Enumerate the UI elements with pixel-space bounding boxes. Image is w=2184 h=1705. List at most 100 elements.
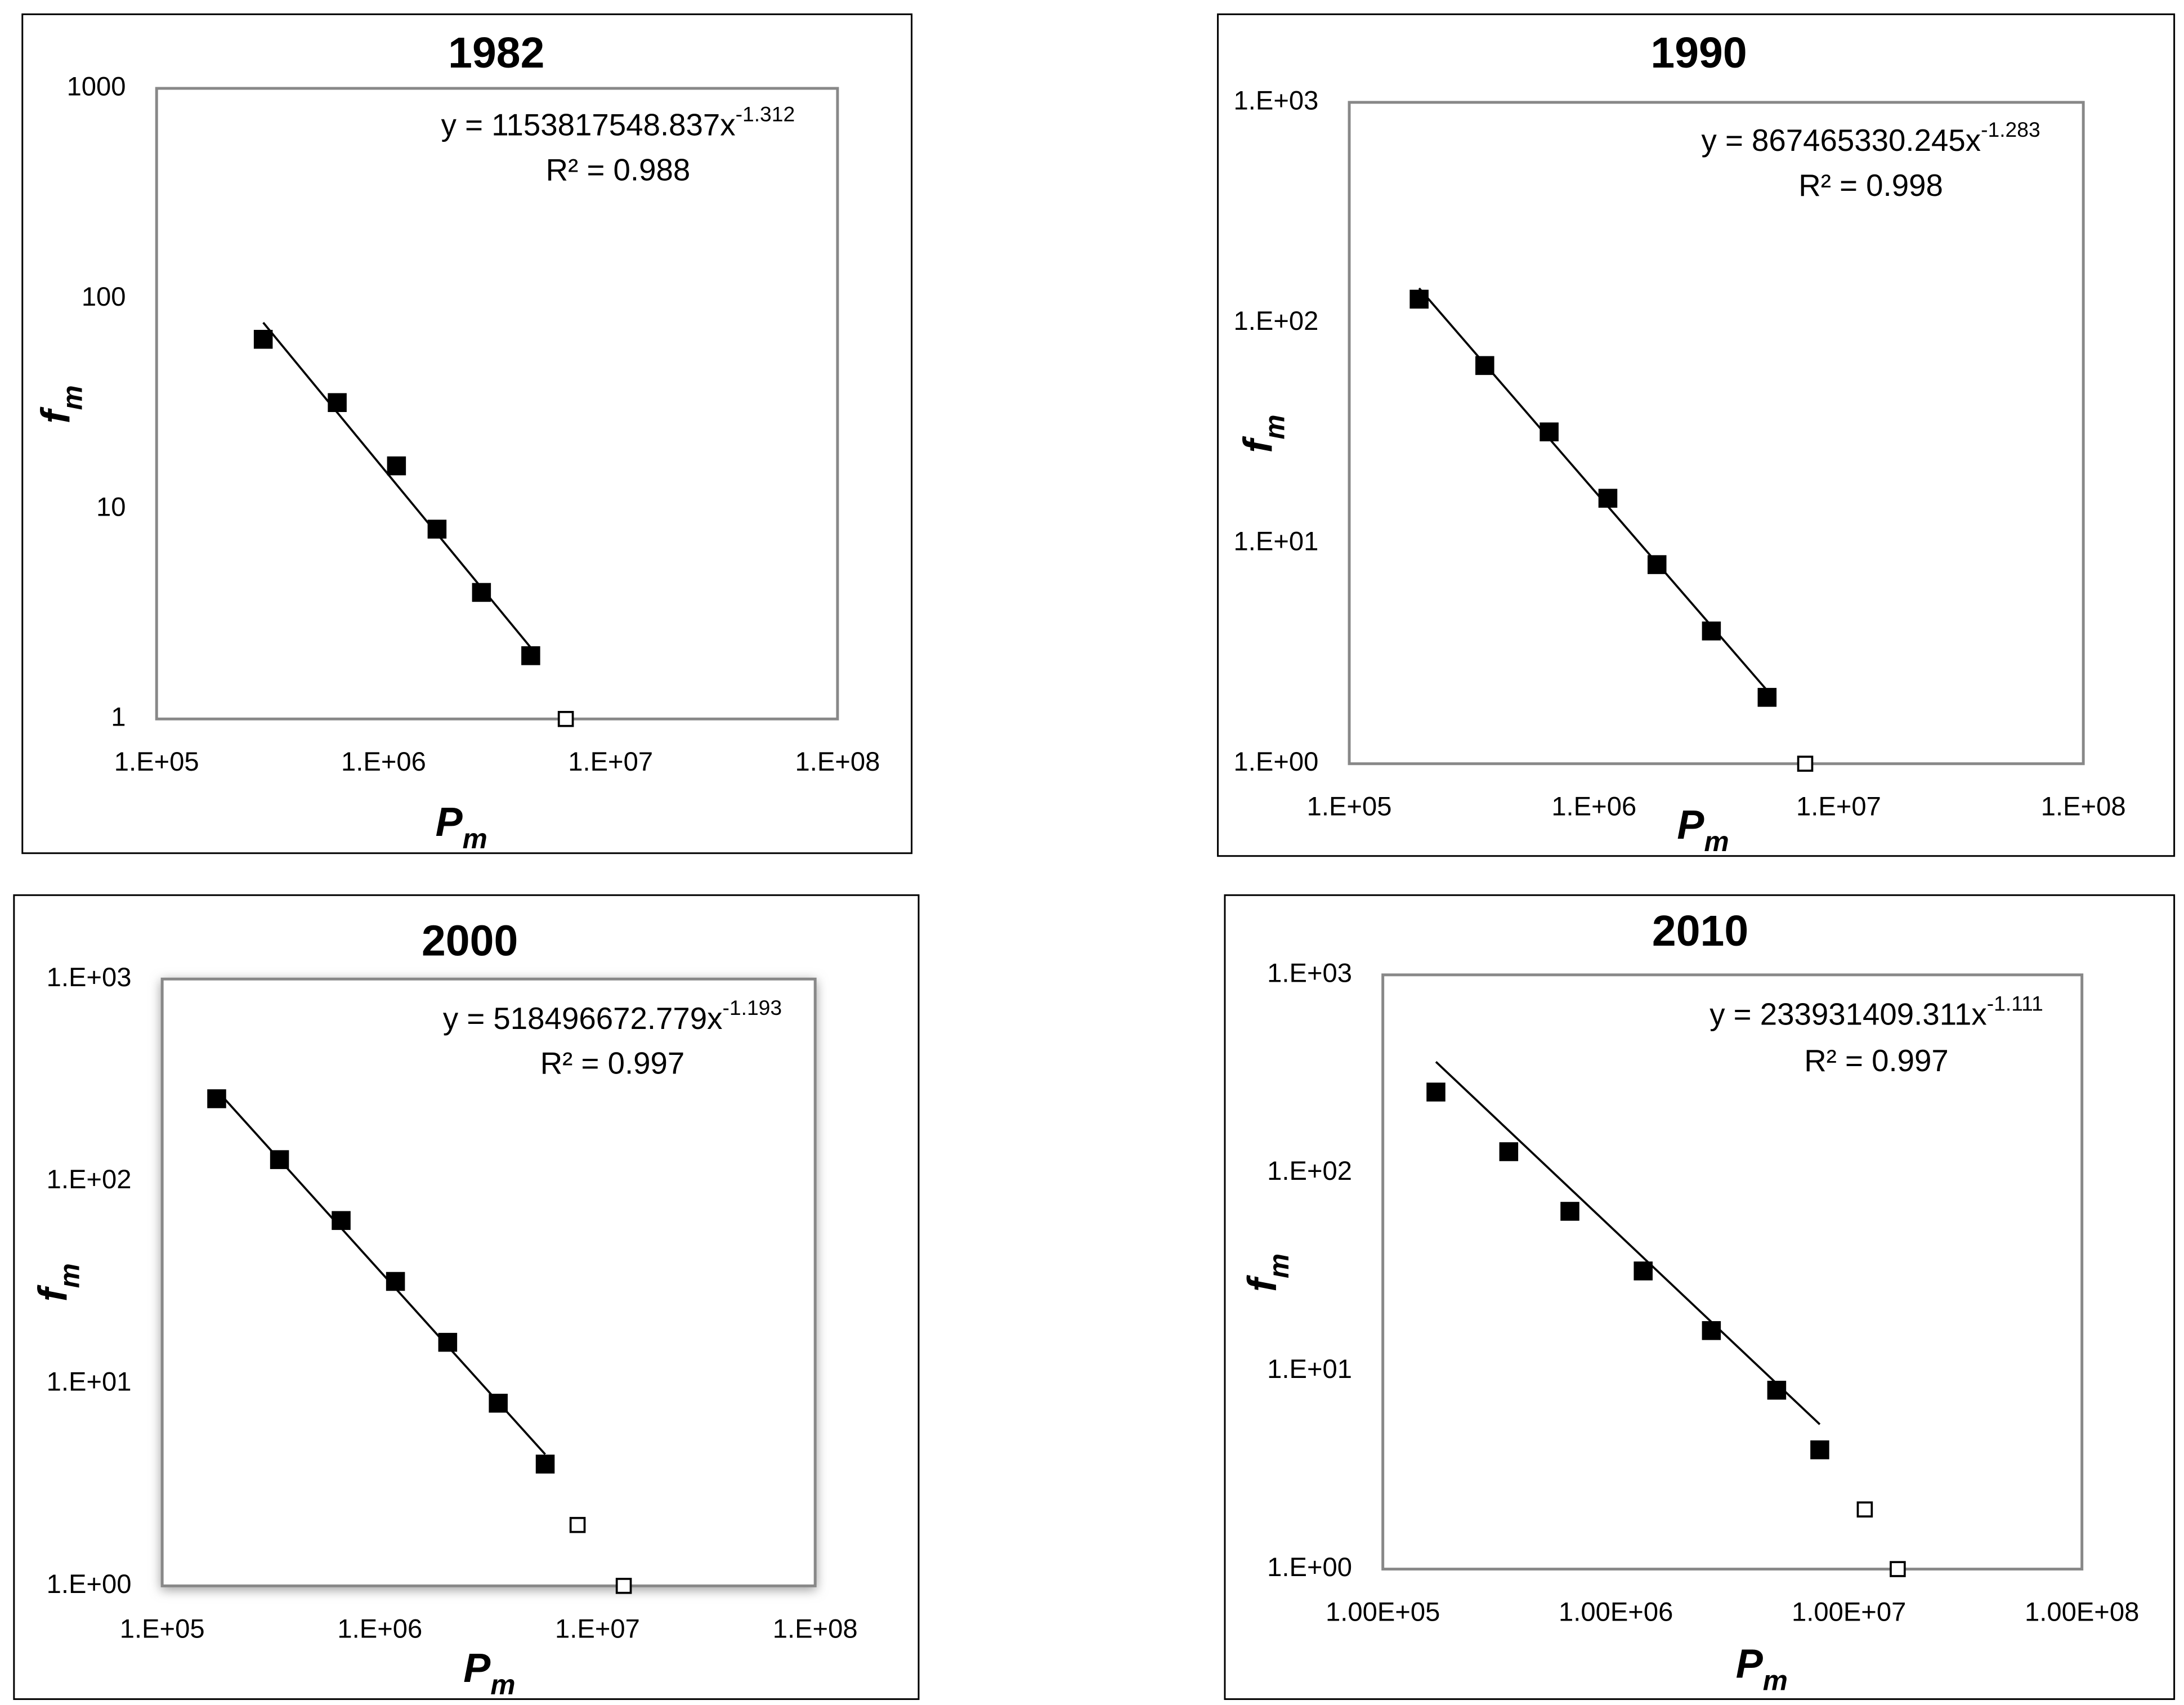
y-axis-label: fm bbox=[33, 385, 88, 423]
fit-equation-exponent: -1.283 bbox=[1981, 118, 2040, 141]
filled-marker bbox=[1633, 1261, 1653, 1281]
y-axis-label-main: f bbox=[1236, 436, 1281, 453]
y-tick-label: 100 bbox=[82, 282, 126, 312]
fit-r-squared: R² = 0.988 bbox=[546, 153, 691, 187]
fit-equation: y = 867465330.245x-1.283 bbox=[1701, 118, 2040, 158]
y-axis-label-main: f bbox=[1240, 1275, 1285, 1292]
y-axis-label: fm bbox=[30, 1263, 85, 1301]
fit-equation-body: y = 1153817548.837x bbox=[441, 108, 736, 142]
fit-equation-exponent: -1.193 bbox=[722, 996, 782, 1019]
y-tick-label: 1.E+02 bbox=[47, 1165, 132, 1194]
filled-marker bbox=[1702, 1321, 1721, 1340]
filled-marker bbox=[270, 1150, 289, 1169]
y-tick-label: 1.E+00 bbox=[1234, 747, 1319, 777]
y-tick-label: 1.E+00 bbox=[47, 1569, 132, 1599]
fit-equation-body: y = 233931409.311x bbox=[1709, 997, 1987, 1032]
filled-marker bbox=[1499, 1142, 1519, 1161]
chart-title: 2010 bbox=[1652, 907, 1748, 955]
y-axis-label-main: f bbox=[33, 406, 78, 423]
x-tick-label: 1.00E+06 bbox=[1559, 1597, 1673, 1627]
plot-area bbox=[1348, 101, 2085, 766]
y-tick-label: 1.E+02 bbox=[1267, 1156, 1352, 1186]
fit-equation-body: y = 867465330.245x bbox=[1701, 123, 1981, 158]
y-tick-label: 1000 bbox=[67, 71, 126, 101]
x-tick-label: 1.00E+05 bbox=[1326, 1597, 1440, 1627]
x-tick-label: 1.E+06 bbox=[1551, 792, 1636, 822]
x-axis-label-main: P bbox=[436, 800, 463, 845]
filled-marker bbox=[387, 456, 406, 476]
y-axis-label-sub: m bbox=[1263, 1254, 1295, 1278]
filled-marker bbox=[253, 330, 273, 349]
filled-marker bbox=[1475, 356, 1494, 375]
x-axis-label-sub: m bbox=[1704, 826, 1729, 857]
x-tick-label: 1.E+05 bbox=[114, 747, 199, 777]
trend-line bbox=[1435, 1061, 1821, 1425]
plot-area bbox=[160, 977, 817, 1587]
x-tick-label: 1.00E+07 bbox=[1792, 1597, 1906, 1627]
y-axis-label-sub: m bbox=[53, 1263, 85, 1288]
open-marker bbox=[615, 1578, 632, 1594]
x-axis-label-sub: m bbox=[490, 1669, 515, 1700]
x-tick-label: 1.00E+08 bbox=[2025, 1597, 2139, 1627]
y-tick-label: 1.E+02 bbox=[1234, 306, 1319, 336]
fit-equation-body: y = 518496672.779x bbox=[443, 1001, 723, 1036]
filled-marker bbox=[1702, 621, 1721, 641]
y-tick-label: 1.E+00 bbox=[1267, 1552, 1352, 1582]
y-tick-label: 1 bbox=[111, 702, 126, 732]
filled-marker bbox=[1647, 555, 1667, 574]
filled-marker bbox=[489, 1394, 508, 1413]
fit-equation-exponent: -1.312 bbox=[736, 102, 795, 126]
y-tick-label: 1.E+01 bbox=[1267, 1354, 1352, 1384]
filled-marker bbox=[386, 1272, 405, 1291]
filled-marker bbox=[1409, 289, 1429, 309]
filled-marker bbox=[535, 1455, 555, 1474]
plot-area bbox=[155, 87, 839, 721]
filled-marker bbox=[1757, 688, 1777, 707]
x-axis-label-main: P bbox=[1736, 1641, 1764, 1686]
filled-marker bbox=[521, 646, 540, 665]
y-axis-label-sub: m bbox=[56, 385, 88, 410]
fit-equation: y = 233931409.311x-1.111 bbox=[1709, 991, 2043, 1032]
x-tick-label: 1.E+06 bbox=[337, 1614, 422, 1644]
x-axis-label: Pm bbox=[463, 1646, 515, 1700]
x-axis-label-sub: m bbox=[1763, 1665, 1788, 1697]
fit-r-squared: R² = 0.997 bbox=[540, 1046, 685, 1081]
filled-marker bbox=[438, 1332, 458, 1352]
y-tick-label: 1.E+03 bbox=[1267, 958, 1352, 988]
filled-marker bbox=[472, 583, 491, 602]
open-marker bbox=[1890, 1561, 1906, 1577]
y-tick-label: 10 bbox=[96, 492, 126, 522]
filled-marker bbox=[1810, 1440, 1829, 1460]
filled-marker bbox=[328, 393, 347, 412]
open-marker bbox=[1856, 1501, 1873, 1518]
x-tick-label: 1.E+06 bbox=[341, 747, 426, 777]
y-tick-label: 1.E+01 bbox=[47, 1367, 132, 1397]
filled-marker bbox=[207, 1089, 226, 1108]
fit-equation-exponent: -1.111 bbox=[1987, 991, 2043, 1015]
open-marker bbox=[1797, 755, 1814, 772]
fit-equation: y = 1153817548.837x-1.312 bbox=[441, 102, 795, 142]
y-tick-label: 1.E+03 bbox=[47, 963, 132, 992]
x-tick-label: 1.E+05 bbox=[1307, 792, 1392, 822]
x-axis-label-main: P bbox=[1677, 803, 1704, 848]
x-axis-label: Pm bbox=[436, 800, 487, 854]
x-tick-label: 1.E+07 bbox=[568, 747, 653, 777]
plot-area bbox=[1381, 973, 2084, 1571]
x-tick-label: 1.E+08 bbox=[773, 1614, 858, 1644]
x-tick-label: 1.E+08 bbox=[795, 747, 880, 777]
x-axis-label: Pm bbox=[1736, 1641, 1788, 1696]
y-axis-label-main: f bbox=[30, 1285, 75, 1301]
filled-marker bbox=[1560, 1202, 1579, 1221]
chart-title: 2000 bbox=[422, 917, 518, 965]
x-tick-label: 1.E+07 bbox=[555, 1614, 640, 1644]
x-axis-label-sub: m bbox=[463, 823, 487, 854]
y-tick-label: 1.E+01 bbox=[1234, 527, 1319, 557]
x-tick-label: 1.E+05 bbox=[120, 1614, 205, 1644]
y-axis-label-sub: m bbox=[1259, 414, 1291, 439]
x-tick-label: 1.E+07 bbox=[1796, 792, 1881, 822]
filled-marker bbox=[332, 1211, 351, 1230]
fit-equation: y = 518496672.779x-1.193 bbox=[443, 996, 782, 1036]
open-marker bbox=[557, 710, 574, 727]
